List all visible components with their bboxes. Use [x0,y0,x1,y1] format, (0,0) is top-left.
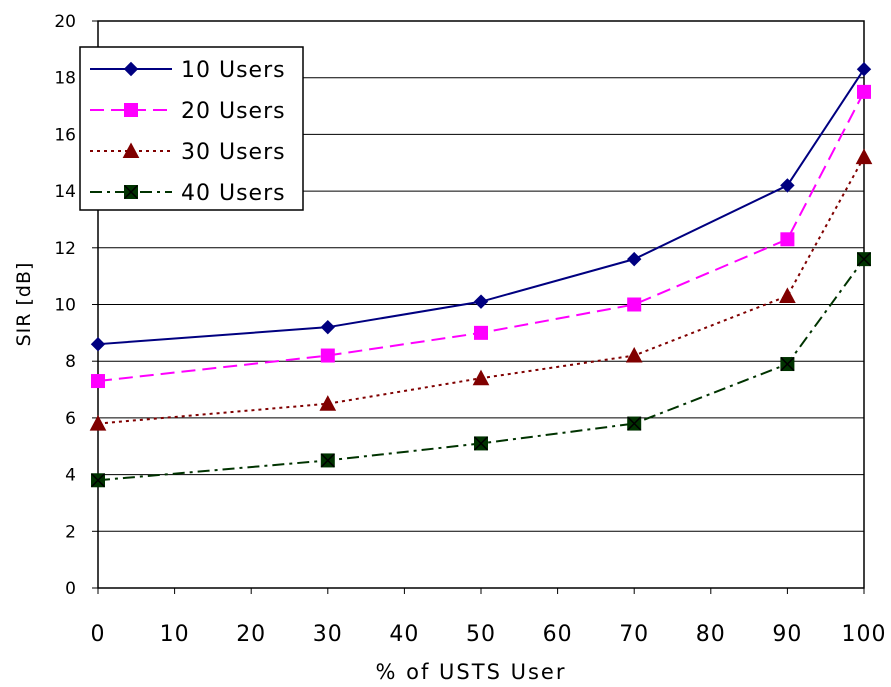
x-tick-label: 10 [160,622,190,647]
series-line [97,68,865,346]
series-line [97,156,865,425]
legend-label: 10 Users [181,58,286,83]
y-tick-label: 10 [54,296,76,316]
x-axis-label: % of USTS User [376,660,567,684]
data-point-cross [90,473,106,488]
legend-item: 30 Users [90,140,286,165]
x-tick-label: 80 [696,622,726,647]
legend: 10 Users 20 Users 30 Users 40 Users [79,46,304,211]
x-tick-label: 60 [543,622,573,647]
y-tick-label: 0 [65,579,76,599]
legend-marker [124,103,138,117]
data-point [91,374,105,389]
data-point-cross [627,416,642,431]
data-point [779,287,796,303]
series-3 [89,148,873,431]
data-point [856,61,872,77]
data-point [90,336,106,352]
x-tick-label: 100 [842,622,887,647]
legend-label: 20 Users [181,99,286,124]
data-point [474,325,488,340]
x-axis-tick-marks [97,588,865,594]
y-tick-label: 4 [65,466,76,486]
x-tick-label: 50 [466,622,496,647]
y-axis-ticks: 0 2 4 6 8 10 12 14 16 18 20 [54,12,98,599]
data-point [625,346,643,363]
legend-label: 40 Users [181,181,286,206]
data-point-cross [780,357,795,372]
series-2 [91,84,871,389]
x-tick-label: 70 [619,622,649,647]
data-point-cross [856,252,872,267]
series-line [97,258,865,482]
y-tick-label: 20 [54,12,76,32]
legend-marker [122,142,140,158]
data-point-cross [320,453,335,468]
legend-item: 40 Users [90,181,286,206]
y-tick-label: 14 [54,182,76,202]
y-tick-label: 18 [54,69,76,89]
series-4 [90,252,872,488]
data-point [626,251,642,267]
x-axis-ticks: 0 10 20 30 40 50 60 70 80 90 100 [91,622,887,647]
data-point [780,232,795,247]
data-point [780,178,795,193]
legend-item: 10 Users [90,58,286,83]
data-point [627,297,642,312]
legend-marker-cross [123,184,139,200]
legend-label: 30 Users [181,140,286,165]
legend-box [79,46,304,211]
y-tick-label: 6 [65,409,76,429]
data-point [473,294,489,309]
y-axis-label: SIR [dB] [13,262,35,347]
legend-item: 20 Users [90,99,286,124]
y-tick-label: 12 [54,239,76,259]
data-point [89,415,107,431]
data-point [320,348,335,363]
series-1 [90,61,872,352]
x-tick-label: 20 [236,622,266,647]
data-point [319,395,337,411]
x-tick-label: 90 [772,622,802,647]
data-point [320,319,336,335]
x-tick-label: 40 [389,622,419,647]
data-point-cross [473,436,489,451]
data-point [472,369,490,386]
series-line [97,91,865,383]
x-tick-label: 30 [313,622,343,647]
data-point [855,148,873,165]
series-group [89,61,873,488]
y-tick-label: 8 [65,352,76,372]
data-point [857,84,871,99]
y-tick-label: 2 [65,522,76,542]
legend-marker [123,61,139,77]
x-tick-label: 0 [91,622,106,647]
y-tick-label: 16 [54,125,76,145]
